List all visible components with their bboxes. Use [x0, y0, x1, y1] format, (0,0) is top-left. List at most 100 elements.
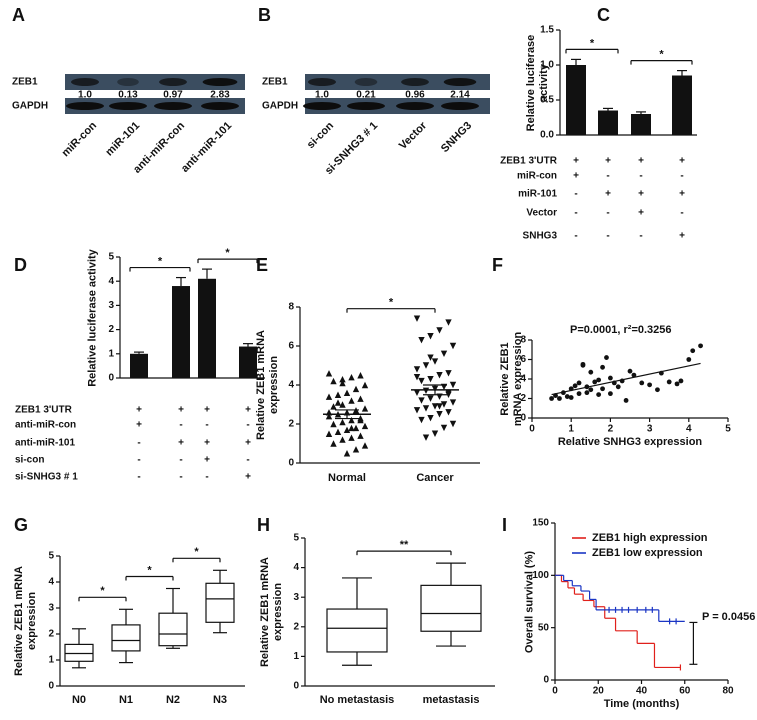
data-point	[596, 377, 602, 383]
data-point	[445, 319, 452, 326]
condition-label: ZEB1 3'UTR	[500, 156, 558, 167]
data-point	[431, 403, 439, 410]
blot-row-label: GAPDH	[262, 101, 298, 112]
condition-sign: +	[204, 455, 210, 466]
data-point	[418, 336, 425, 344]
y-tick-label: 2	[293, 621, 299, 632]
data-point	[576, 380, 582, 386]
data-point	[325, 413, 333, 420]
data-point	[666, 379, 672, 385]
legend-label: ZEB1 high expression	[592, 532, 708, 544]
data-point	[604, 355, 609, 360]
data-point	[623, 398, 629, 403]
data-point	[608, 391, 613, 397]
bar	[598, 110, 618, 135]
data-point	[422, 434, 430, 441]
condition-sign: +	[178, 438, 184, 449]
gapdh-band	[109, 102, 147, 110]
y-tick-label: 3	[293, 592, 299, 603]
x-category-label: No metastasis	[320, 694, 395, 706]
condition-sign: +	[245, 438, 251, 449]
blot-row-label: ZEB1	[12, 77, 38, 88]
blot-row-label: GAPDH	[12, 101, 48, 112]
x-category-label: N1	[119, 694, 133, 706]
y-tick-label: 0	[108, 373, 114, 384]
y-tick-label: 3	[48, 603, 54, 614]
data-point	[572, 383, 578, 389]
condition-label: miR-101	[518, 189, 557, 200]
bar	[198, 278, 216, 378]
gapdh-band	[66, 102, 104, 110]
p-value: P = 0.0456	[702, 611, 755, 623]
data-point	[449, 342, 457, 350]
data-point	[357, 416, 364, 424]
data-point	[576, 391, 582, 397]
y-axis-label: Relative ZEB1 mRNA expression	[259, 556, 284, 668]
box	[205, 582, 235, 623]
data-point	[674, 381, 680, 387]
box	[111, 624, 141, 652]
y-tick-label: 0	[520, 413, 526, 424]
data-point	[343, 426, 351, 434]
data-point	[330, 403, 337, 410]
data-point	[427, 395, 434, 402]
data-point	[557, 396, 562, 401]
data-point	[339, 401, 346, 408]
x-tick-label: 80	[722, 686, 734, 697]
significance-label: **	[400, 539, 409, 551]
data-point	[334, 399, 342, 406]
condition-sign: +	[136, 420, 142, 431]
data-point	[325, 430, 333, 437]
data-point	[422, 362, 430, 369]
bar	[130, 353, 148, 378]
y-tick-label: 8	[520, 335, 526, 346]
condition-sign: +	[638, 189, 644, 200]
data-point	[549, 396, 554, 401]
significance-label: *	[100, 585, 105, 597]
y-tick-label: 8	[288, 302, 294, 313]
significance-label: *	[590, 37, 595, 49]
data-point	[445, 409, 452, 416]
data-point	[608, 375, 613, 381]
data-point	[339, 418, 346, 426]
x-tick-label: 40	[636, 686, 648, 697]
condition-sign: +	[178, 405, 184, 416]
condition-sign: -	[639, 171, 642, 182]
data-point	[698, 343, 703, 349]
lane-label: miR-con	[60, 119, 100, 159]
condition-sign: +	[605, 189, 611, 200]
y-axis-label: Relative ZEB1 mRNA expression	[499, 331, 524, 427]
gapdh-band	[441, 102, 479, 110]
box	[326, 608, 388, 653]
condition-sign: -	[246, 455, 249, 466]
data-point	[449, 399, 457, 406]
zeb1-band	[202, 78, 238, 86]
data-point	[592, 379, 598, 385]
y-tick-label: 0	[543, 675, 549, 686]
box	[158, 612, 188, 647]
condition-label: anti-miR-101	[15, 438, 75, 449]
data-point	[427, 414, 434, 422]
data-point	[334, 428, 342, 435]
data-point	[339, 375, 346, 383]
data-point	[357, 372, 364, 379]
significance-label: *	[194, 546, 199, 558]
data-point	[600, 364, 605, 370]
x-axis-label: Relative SNHG3 expression	[558, 436, 703, 448]
zeb1-band	[354, 78, 378, 86]
x-tick-label: 60	[679, 686, 691, 697]
data-point	[449, 381, 457, 389]
y-tick-label: 3	[108, 300, 114, 311]
panel-letter: A	[12, 5, 25, 25]
y-tick-label: 0	[293, 681, 299, 692]
lane-label: Vector	[397, 119, 430, 152]
x-category-label: metastasis	[423, 694, 480, 706]
data-point	[584, 390, 590, 396]
data-point	[422, 405, 430, 412]
y-axis-label: Relative luciferase activity	[525, 34, 550, 131]
data-point	[413, 374, 421, 381]
condition-sign: -	[205, 472, 208, 483]
y-tick-label: 0.5	[540, 95, 554, 106]
data-point	[564, 394, 570, 399]
